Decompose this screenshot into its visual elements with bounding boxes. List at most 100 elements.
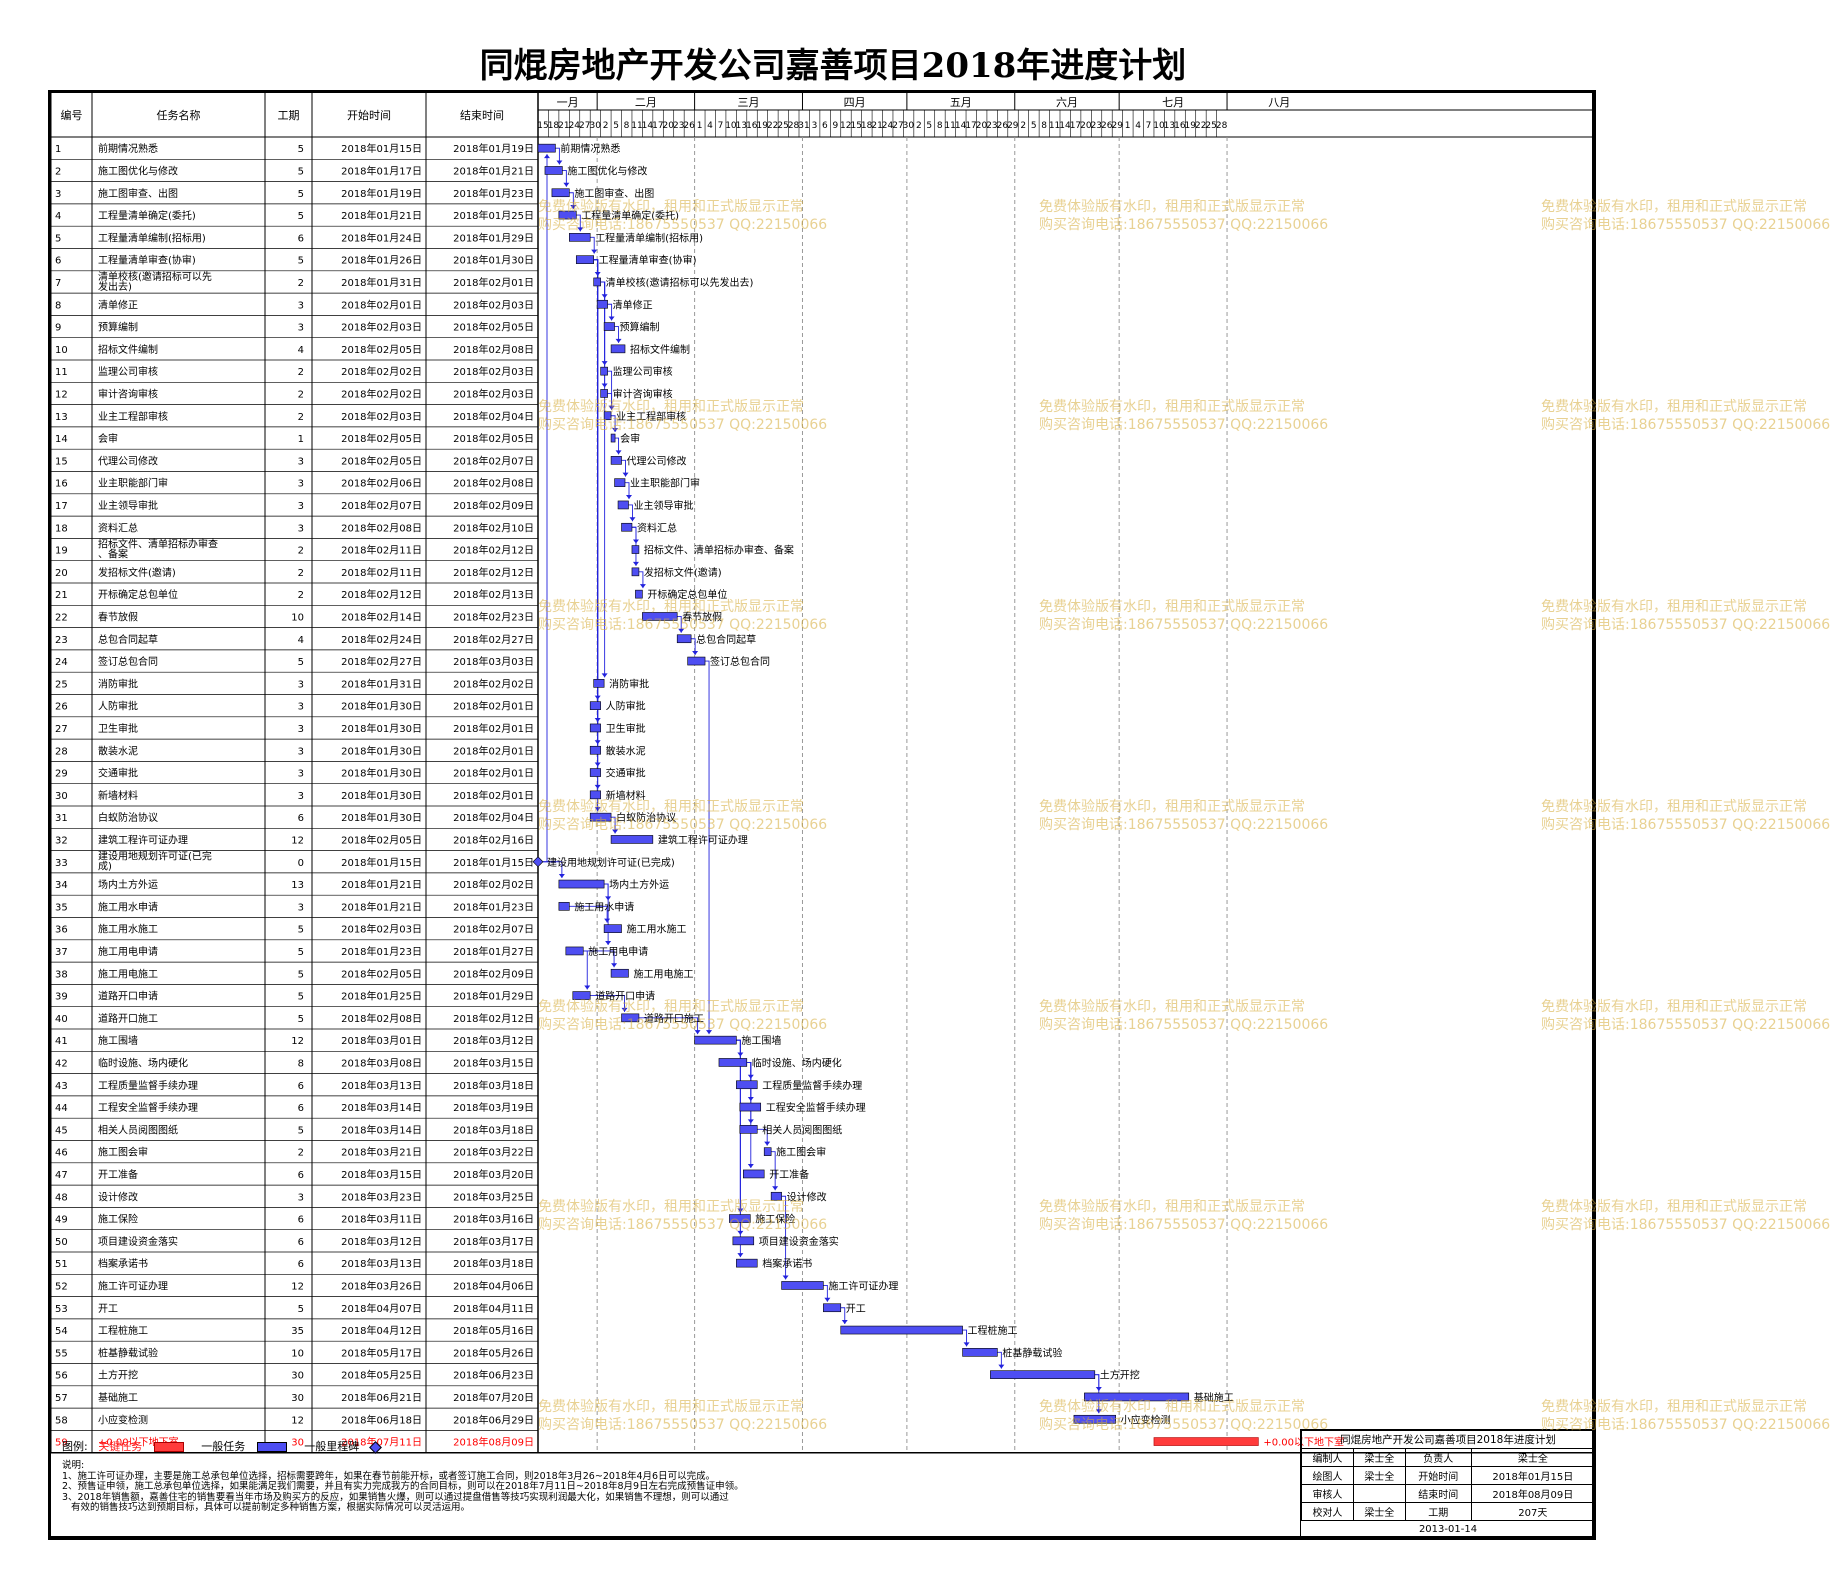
cell-id: 39 — [55, 992, 68, 1003]
gantt-frame — [48, 90, 1596, 1540]
cell-start: 2018年02月05日 — [341, 454, 422, 467]
cell-id: 41 — [55, 1036, 68, 1047]
bar-label: 业主职能部门审 — [630, 477, 700, 490]
sig-cell: 编制人 — [1301, 1448, 1354, 1467]
cell-end: 2018年02月01日 — [453, 276, 534, 289]
cell-name: 交通审批 — [98, 767, 138, 780]
cell-duration: 3 — [298, 300, 304, 311]
dependency-link — [781, 1195, 787, 1280]
cell-end: 2018年02月02日 — [453, 878, 534, 891]
link-arrow — [621, 1007, 628, 1012]
cell-id: 6 — [55, 256, 61, 267]
day-label: 18 — [548, 121, 560, 131]
cell-start: 2018年07月11日 — [341, 1436, 422, 1449]
cell-name: 新墙材料 — [98, 789, 138, 802]
cell-start: 2018年02月02日 — [341, 387, 422, 400]
cell-start: 2018年03月23日 — [341, 1190, 422, 1203]
task-bar — [743, 1169, 765, 1179]
dependency-link — [593, 259, 599, 812]
legend-milestone-label: 一般里程碑 — [304, 1440, 360, 1453]
bar-label: 工程量清单编制(招标用) — [595, 231, 703, 244]
cell-start: 2018年05月17日 — [341, 1346, 422, 1359]
link-arrow — [629, 517, 636, 522]
dependency-link — [705, 660, 710, 1035]
sig-cell — [1352, 1484, 1406, 1503]
dependency-link — [543, 154, 548, 863]
cell-id: 46 — [55, 1148, 68, 1159]
bar-label: 业主领导审批 — [633, 499, 693, 512]
dependency-link — [593, 259, 599, 700]
bar-label: 交通审批 — [606, 767, 646, 780]
day-label: 25 — [777, 121, 788, 131]
cell-name: 卫生审批 — [98, 722, 138, 735]
task-bar — [732, 1236, 755, 1246]
cell-start: 2018年02月05日 — [341, 432, 422, 445]
cell-id: 31 — [55, 813, 68, 824]
cell-id: 18 — [55, 523, 68, 534]
cell-name: 土方开挖 — [98, 1369, 138, 1382]
cell-duration: 5 — [298, 189, 304, 200]
cell-end: 2018年01月23日 — [453, 900, 534, 913]
task-bar — [610, 433, 616, 443]
cell-start: 2018年02月27日 — [341, 655, 422, 668]
cell-start: 2018年02月11日 — [341, 544, 422, 557]
day-label: 8 — [937, 121, 943, 131]
task-bar — [687, 656, 706, 666]
legend-task-swatch — [256, 1442, 287, 1452]
cell-start: 2018年03月14日 — [341, 1101, 422, 1114]
day-label: 13 — [736, 121, 747, 131]
cell-start: 2018年02月05日 — [341, 833, 422, 846]
cell-end: 2018年02月01日 — [453, 722, 534, 735]
task-bar — [990, 1370, 1096, 1379]
cell-duration: 2 — [298, 568, 304, 579]
cell-name: 档案承诺书 — [98, 1257, 148, 1270]
month-label: 四月 — [844, 96, 866, 109]
task-bar — [596, 299, 608, 309]
task-bar — [770, 1191, 782, 1201]
cell-end: 2018年02月01日 — [453, 700, 534, 713]
cell-duration: 10 — [291, 1348, 304, 1359]
cell-name: 成) — [98, 861, 112, 873]
cell-start: 2018年01月21日 — [341, 209, 422, 222]
cell-name: 业主工程部审核 — [98, 410, 168, 423]
day-label: 29 — [1111, 121, 1123, 131]
day-label: 25 — [1205, 121, 1216, 131]
dependency-link — [555, 147, 560, 165]
cell-name: 道路开口申请 — [98, 990, 158, 1003]
cell-duration: 12 — [291, 1036, 304, 1047]
cell-duration: 8 — [298, 1058, 304, 1069]
cell-end: 2018年05月16日 — [453, 1324, 534, 1337]
link-arrow — [706, 1030, 713, 1035]
bar-label: 道路开口申请 — [595, 990, 655, 1003]
cell-duration: 5 — [298, 1014, 304, 1025]
month-label: 一月 — [557, 96, 579, 109]
month-label: 八月 — [1268, 96, 1290, 109]
cell-end: 2018年02月01日 — [453, 789, 534, 802]
cell-duration: 35 — [291, 1326, 304, 1337]
cell-start: 2018年01月19日 — [341, 187, 422, 200]
cell-start: 2018年01月21日 — [341, 900, 422, 913]
column-header-start: 开始时间 — [347, 108, 391, 122]
cell-id: 29 — [55, 769, 68, 780]
cell-start: 2018年02月11日 — [341, 566, 422, 579]
bar-label: 签订总包合同 — [710, 655, 770, 668]
task-bar — [729, 1214, 751, 1223]
cell-id: 38 — [55, 969, 68, 980]
day-label: 14 — [1059, 121, 1071, 131]
cell-duration: 30 — [291, 1371, 304, 1382]
bar-label: 场内土方外运 — [609, 878, 669, 891]
dependency-link — [638, 571, 644, 589]
cell-id: 9 — [55, 323, 61, 334]
cell-duration: 5 — [298, 166, 304, 177]
task-bar — [537, 143, 556, 153]
day-label: 15 — [537, 121, 548, 131]
cell-id: 3 — [55, 189, 61, 200]
cell-end: 2018年03月25日 — [453, 1190, 534, 1203]
cell-name: 业主职能部门审 — [98, 477, 168, 490]
task-bar — [610, 344, 626, 354]
day-label: 20 — [976, 121, 988, 131]
cell-duration: 5 — [298, 947, 304, 958]
cell-start: 2018年02月05日 — [341, 343, 422, 356]
bar-label: 监理公司审核 — [613, 365, 673, 378]
